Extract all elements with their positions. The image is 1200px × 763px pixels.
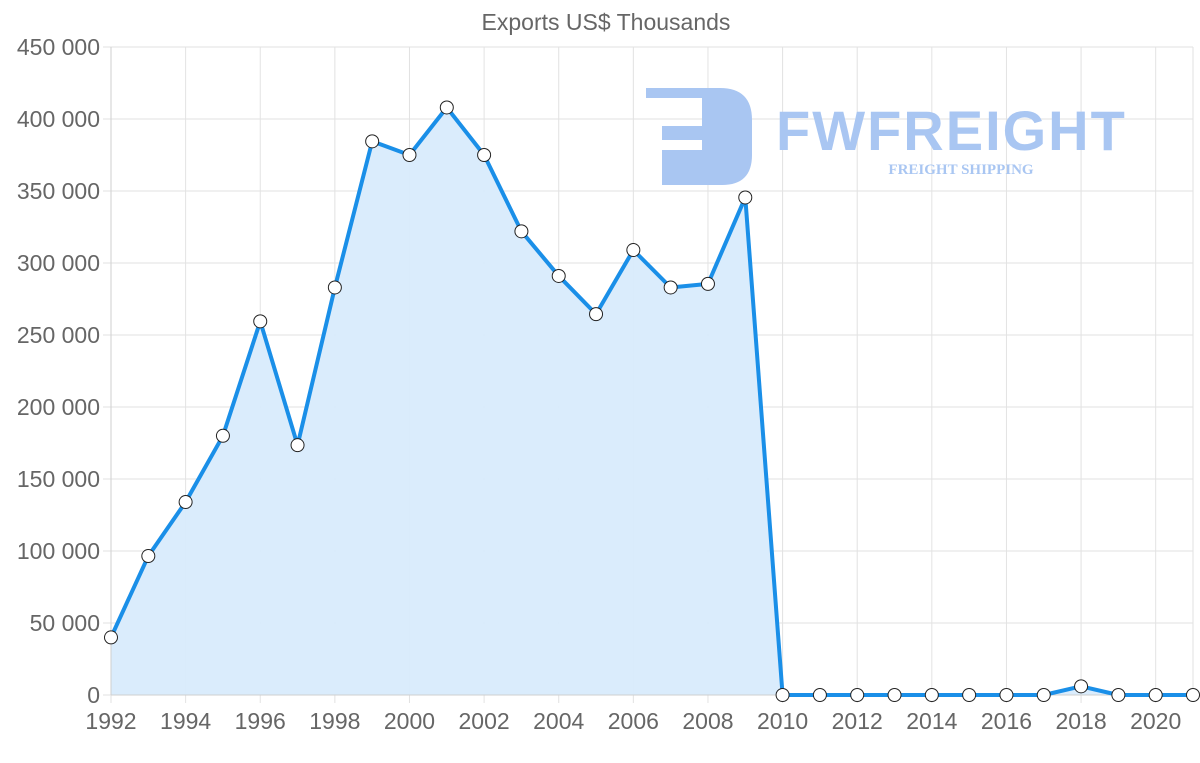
x-tick-label: 2010 <box>757 708 808 734</box>
y-tick-label: 450 000 <box>17 34 100 60</box>
data-point[interactable]: 1995: 180000 <box>215 428 230 443</box>
data-point[interactable]: 2011: 0 <box>812 688 827 702</box>
logo-brand-text: FWFREIGHT <box>776 99 1127 162</box>
data-point[interactable]: 1999: 384500 <box>365 134 380 149</box>
y-tick-label: 100 000 <box>17 538 100 564</box>
data-point[interactable]: 1993: 96500 <box>141 549 156 564</box>
x-tick-label: 2000 <box>384 708 435 734</box>
x-tick-label: 2004 <box>533 708 584 734</box>
y-tick-label: 150 000 <box>17 466 100 492</box>
data-point[interactable]: 2012: 0 <box>850 688 865 702</box>
x-tick-label: 2002 <box>459 708 510 734</box>
data-point[interactable]: 2010: 0 <box>775 688 790 702</box>
x-tick-label: 2008 <box>682 708 733 734</box>
area-fill <box>111 107 1193 696</box>
data-point[interactable]: 1994: 134000 <box>178 495 193 510</box>
y-axis-ticks: 0 50 000 100 000 150 000 200 000 250 000 300 0… <box>17 34 100 708</box>
data-point[interactable]: 2019: 0 <box>1111 688 1126 702</box>
y-tick-label: 200 000 <box>17 394 100 420</box>
data-point[interactable]: 2006: 309000 <box>626 243 641 258</box>
data-point[interactable]: 2005: 264500 <box>589 307 604 322</box>
x-tick-label: 1998 <box>309 708 360 734</box>
chart-title: Exports US$ Thousands <box>482 9 731 35</box>
data-point[interactable]: 1998: 283000 <box>327 280 342 295</box>
data-point[interactable]: 2015: 0 <box>962 688 977 702</box>
data-point[interactable]: 2003: 322000 <box>514 224 529 239</box>
logo-tagline-text: FREIGHT SHIPPING <box>888 162 1033 178</box>
series-area <box>111 107 1193 696</box>
x-tick-label: 2020 <box>1130 708 1181 734</box>
data-point[interactable]: 2016: 0 <box>999 688 1014 702</box>
y-tick-label: 250 000 <box>17 322 100 348</box>
y-tick-label: 0 <box>87 682 100 708</box>
x-tick-label: 1994 <box>160 708 211 734</box>
data-point[interactable]: 2013: 0 <box>887 688 902 702</box>
data-point[interactable]: 1997: 173500 <box>290 438 305 453</box>
y-tick-label: 400 000 <box>17 106 100 132</box>
data-point[interactable]: 2020: 0 <box>1148 688 1163 702</box>
data-point[interactable]: 2007: 283000 <box>663 280 678 295</box>
x-tick-label: 2012 <box>832 708 883 734</box>
x-tick-label: 2016 <box>981 708 1032 734</box>
y-tick-label: 300 000 <box>17 250 100 276</box>
data-point[interactable]: 2009: 345500 <box>738 190 753 205</box>
x-tick-label: 1992 <box>85 708 136 734</box>
x-tick-label: 2006 <box>608 708 659 734</box>
data-point[interactable]: 2021: 0 <box>1186 688 1200 702</box>
data-point[interactable]: 1996: 259500 <box>253 314 268 329</box>
y-tick-label: 50 000 <box>30 610 100 636</box>
x-tick-label: 2018 <box>1055 708 1106 734</box>
data-point[interactable]: 2001: 408000 <box>439 100 454 115</box>
x-tick-label: 2014 <box>906 708 957 734</box>
data-point[interactable]: 2002: 375000 <box>477 148 492 162</box>
data-point[interactable]: 2004: 291000 <box>551 268 566 283</box>
data-point[interactable]: 2000: 375000 <box>402 148 417 162</box>
fwfreight-watermark-logo: FWFREIGHT FREIGHT SHIPPING <box>646 88 1127 185</box>
data-point[interactable]: 2018: 6000 <box>1074 679 1089 694</box>
x-axis-ticks: 1992 1994 1996 1998 2000 2002 2004 2006 2008 2010… <box>85 708 1181 734</box>
y-tick-label: 350 000 <box>17 178 100 204</box>
x-tick-label: 1996 <box>235 708 286 734</box>
logo-mark-icon <box>646 88 752 185</box>
data-point[interactable]: 2008: 285500 <box>700 276 715 291</box>
data-point[interactable]: 2014: 0 <box>924 688 939 702</box>
data-point[interactable]: 2017: 0 <box>1036 688 1051 702</box>
